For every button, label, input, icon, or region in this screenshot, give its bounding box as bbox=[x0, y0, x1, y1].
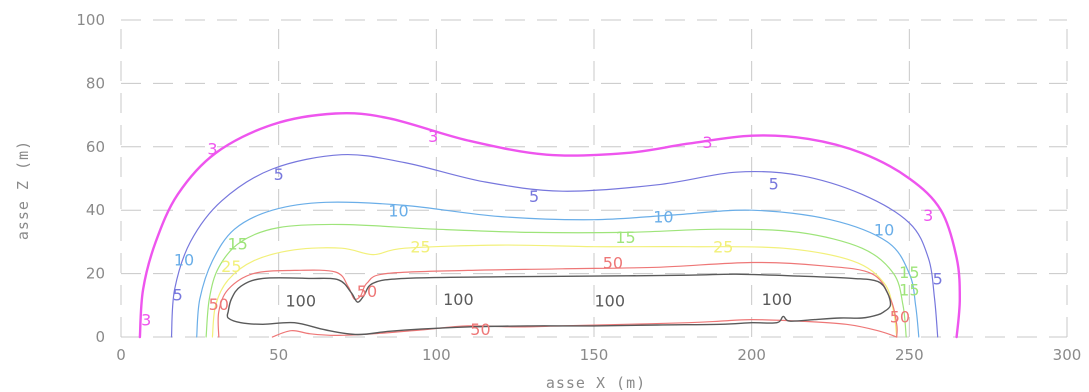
contour-label-3: 3 bbox=[141, 311, 151, 330]
contour-label-100: 100 bbox=[285, 292, 316, 311]
contour-lines bbox=[138, 111, 961, 339]
y-tick-label: 40 bbox=[86, 201, 105, 219]
x-tick-label: 100 bbox=[422, 346, 451, 364]
contour-label-50: 50 bbox=[209, 295, 229, 314]
y-tick-labels: 0 20 40 60 80 100 bbox=[76, 11, 105, 346]
contour-label-10: 10 bbox=[388, 201, 408, 220]
x-tick-label: 0 bbox=[116, 346, 126, 364]
contour-label-3: 3 bbox=[702, 133, 712, 152]
x-tick-labels: 0 50 100 150 200 250 300 bbox=[116, 346, 1081, 364]
x-tick-label: 150 bbox=[580, 346, 609, 364]
contour-label-15: 15 bbox=[899, 281, 919, 300]
y-tick-label: 80 bbox=[86, 74, 105, 92]
contour-label-15: 15 bbox=[899, 263, 919, 282]
x-tick-label: 200 bbox=[737, 346, 766, 364]
y-axis-title: asse Z (m) bbox=[14, 140, 32, 240]
contour-label-5: 5 bbox=[173, 285, 183, 304]
contour-line-5 bbox=[170, 153, 939, 338]
contour-line-50 bbox=[217, 261, 898, 338]
contour-label-15: 15 bbox=[227, 235, 247, 254]
contour-line-15 bbox=[205, 223, 907, 338]
contour-line-25 bbox=[211, 244, 898, 338]
contour-line-3 bbox=[138, 111, 961, 339]
contour-label-100: 100 bbox=[762, 290, 793, 309]
contour-label-50: 50 bbox=[470, 320, 490, 339]
y-tick-label: 0 bbox=[95, 328, 105, 346]
contour-label-5: 5 bbox=[274, 165, 284, 184]
contour-label-10: 10 bbox=[653, 208, 673, 227]
y-tick-label: 20 bbox=[86, 265, 105, 283]
x-tick-label: 50 bbox=[269, 346, 288, 364]
contour-label-50: 50 bbox=[357, 282, 377, 301]
contour-label-10: 10 bbox=[174, 250, 194, 269]
contour-line-10 bbox=[196, 201, 920, 338]
contour-label-3: 3 bbox=[923, 206, 933, 225]
contour-label-50: 50 bbox=[890, 307, 910, 326]
contour-label-100: 100 bbox=[594, 292, 625, 311]
x-tick-label: 300 bbox=[1053, 346, 1082, 364]
y-tick-label: 100 bbox=[76, 11, 105, 29]
contour-label-50: 50 bbox=[603, 254, 623, 273]
contour-label-5: 5 bbox=[529, 187, 539, 206]
contour-line-100 bbox=[226, 273, 892, 336]
contour-label-3: 3 bbox=[428, 127, 438, 146]
contour-label-15: 15 bbox=[615, 228, 635, 247]
contour-label-25: 25 bbox=[410, 238, 430, 257]
x-tick-label: 250 bbox=[895, 346, 924, 364]
contour-label-5: 5 bbox=[769, 174, 779, 193]
contour-label-5: 5 bbox=[933, 269, 943, 288]
y-tick-label: 60 bbox=[86, 138, 105, 156]
contour-label-10: 10 bbox=[874, 220, 894, 239]
contour-label-100: 100 bbox=[443, 290, 474, 309]
contour-label-3: 3 bbox=[207, 139, 217, 158]
contour-label-25: 25 bbox=[221, 257, 241, 276]
x-axis-title: asse X (m) bbox=[546, 374, 646, 392]
contour-label-25: 25 bbox=[713, 238, 733, 257]
grid bbox=[120, 19, 1068, 338]
